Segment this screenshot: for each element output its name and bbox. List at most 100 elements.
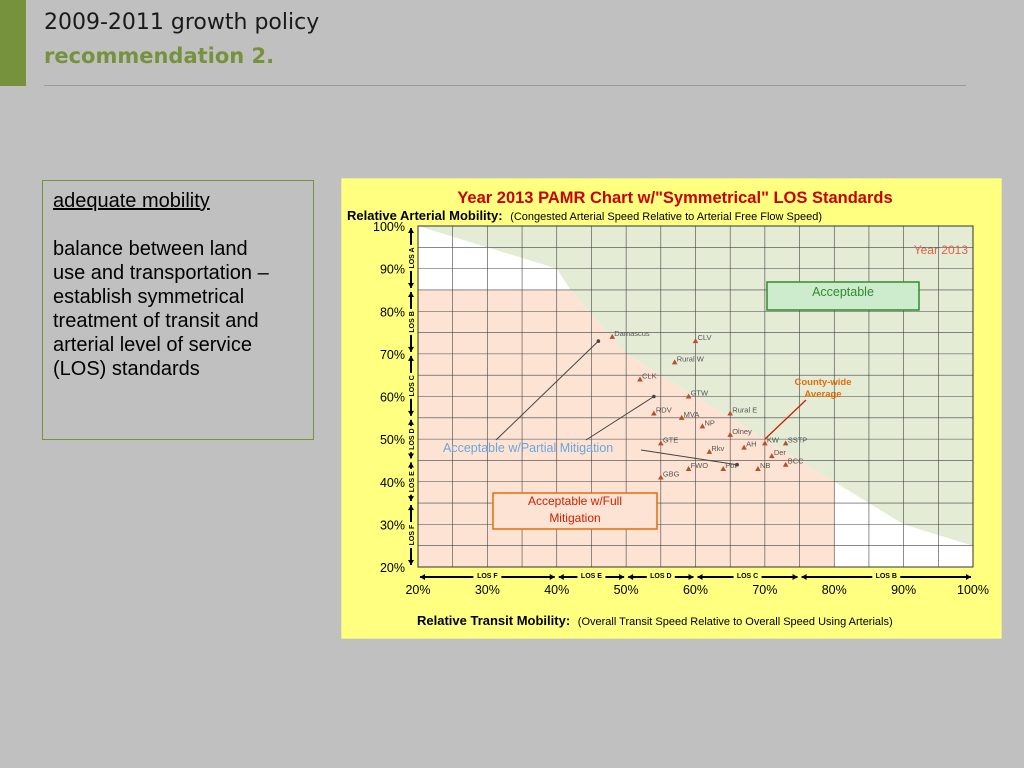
y-los-label-bg <box>406 426 416 453</box>
y-los-arrowhead <box>408 282 414 288</box>
data-point-label: BCC <box>788 457 804 466</box>
county-average-label: Average <box>804 389 841 400</box>
year-label: Year 2013 <box>914 243 969 257</box>
data-point <box>727 431 733 437</box>
data-point <box>678 414 685 420</box>
x-tick-label: 30% <box>475 583 500 597</box>
y-los-label: LOS C <box>409 375 416 396</box>
x-los-arrowhead <box>420 574 425 580</box>
y-los-arrowhead <box>408 291 414 297</box>
slide-title: 2009-2011 growth policy <box>44 10 320 35</box>
data-point-label: NB <box>760 461 770 470</box>
y-los-label-bg <box>406 308 416 335</box>
x-tick-label: 80% <box>822 583 847 597</box>
partial-mitigation-arrow <box>640 449 738 466</box>
y-los-arrowhead <box>408 355 414 361</box>
data-point-label: KW <box>767 435 780 444</box>
text-box-line: treatment of transit and <box>53 310 259 332</box>
x-los-label-bg <box>646 570 675 580</box>
y-los-label-bg <box>406 372 416 399</box>
data-point <box>685 393 692 399</box>
x-los-arrowhead <box>549 574 555 580</box>
slide-subtitle: recommendation 2. <box>44 44 275 68</box>
y-los-label: LOS B <box>409 311 416 332</box>
full-mitigation-label: Mitigation <box>549 511 600 525</box>
text-box-line: arterial level of service <box>53 334 252 356</box>
y-tick-label: 80% <box>380 305 405 319</box>
data-point <box>782 461 789 467</box>
y-los-arrowhead <box>408 496 414 502</box>
data-point <box>782 440 789 446</box>
x-los-arrowhead <box>558 574 564 580</box>
y-tick-label: 100% <box>373 220 405 234</box>
x-axis-label-note: (Overall Transit Speed Relative to Overa… <box>578 616 893 628</box>
data-point-label: Der <box>774 448 787 457</box>
data-point-label: Rural W <box>677 354 705 363</box>
data-point-label: SSTP <box>788 435 808 444</box>
data-point <box>699 423 706 429</box>
y-axis-label: Relative Arterial Mobility: (Congested A… <box>347 208 822 223</box>
y-los-arrowhead <box>408 228 414 233</box>
data-point-label: GBG <box>663 469 680 478</box>
y-tick-label: 30% <box>380 518 405 532</box>
y-tick-label: 90% <box>380 263 405 277</box>
text-box-heading: adequate mobility <box>53 190 210 212</box>
data-point <box>658 440 664 446</box>
data-point-label: Pot <box>725 461 737 470</box>
y-los-arrowhead <box>408 453 414 459</box>
x-axis-label-bold: Relative Transit Mobility: <box>417 613 570 628</box>
x-los-arrowhead <box>619 574 625 580</box>
x-tick-label: 70% <box>752 583 777 597</box>
x-los-arrowhead <box>966 574 971 580</box>
data-point <box>609 333 616 339</box>
y-los-label: LOS F <box>409 524 416 545</box>
x-los-label-bg <box>473 570 502 580</box>
text-box-line: (LOS) standards <box>53 358 200 380</box>
x-los-label: LOS F <box>477 573 498 580</box>
data-point-label: MVA <box>684 410 700 419</box>
x-los-label: LOS E <box>581 573 602 580</box>
x-los-arrowhead <box>688 574 694 580</box>
y-los-arrowhead <box>408 560 414 565</box>
y-axis-label-bold: Relative Arterial Mobility: <box>347 208 503 223</box>
y-tick-label: 70% <box>380 348 405 362</box>
data-point <box>692 338 699 344</box>
full-mitigation-box <box>492 492 658 530</box>
y-los-arrowhead <box>408 505 414 511</box>
data-point <box>706 448 713 454</box>
county-average-arrow <box>764 399 807 440</box>
data-point-label: NP <box>704 418 714 427</box>
acceptable-label: Acceptable <box>812 285 874 299</box>
x-los-label: LOS C <box>737 573 758 580</box>
data-point-label: Rkv <box>711 444 724 453</box>
x-los-label-bg <box>872 570 901 580</box>
data-point <box>637 376 643 382</box>
y-los-label: LOS A <box>409 247 416 268</box>
data-point-label: FWO <box>691 461 709 470</box>
pamr-chart: 20% 30% 40% 50% 60% 70% 80% 90% 100% 20% 30% 40% 50%… <box>340 177 1003 640</box>
y-los-arrowhead <box>408 410 414 416</box>
data-point <box>755 465 761 471</box>
data-point <box>685 465 692 471</box>
county-average-label: County-wide <box>795 377 852 388</box>
y-los-arrowhead <box>408 462 414 468</box>
y-los-label-bg <box>406 244 416 271</box>
text-box-line: balance between land <box>53 238 248 260</box>
data-point <box>741 444 747 450</box>
data-point-label: GTW <box>691 389 709 398</box>
data-point-label: CLK <box>642 371 657 380</box>
x-tick-label: 100% <box>957 583 989 597</box>
data-point <box>769 453 775 459</box>
data-point-label: RDV <box>656 406 672 415</box>
x-los-label-bg <box>733 570 762 580</box>
x-los-arrowhead <box>801 574 807 580</box>
text-box-line: establish symmetrical <box>53 286 245 308</box>
y-los-label: LOS E <box>409 471 416 492</box>
data-point-label: AH <box>746 440 756 449</box>
x-los-label: LOS B <box>876 573 897 580</box>
y-axis-label-note: (Congested Arterial Speed Relative to Ar… <box>510 211 822 223</box>
y-los-label-bg <box>406 468 416 495</box>
y-los-label-bg <box>406 522 416 549</box>
data-point-label: Rural E <box>732 406 757 415</box>
y-tick-label: 50% <box>380 433 405 447</box>
